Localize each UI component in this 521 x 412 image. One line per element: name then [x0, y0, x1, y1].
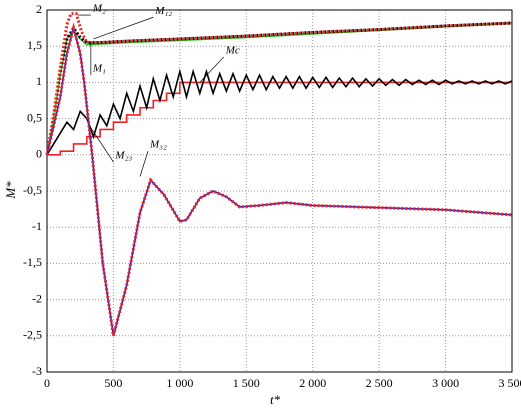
x-axis-title: t*	[270, 392, 281, 407]
x-tick-label: 1 000	[166, 376, 193, 390]
leader-line	[199, 56, 224, 83]
y-tick-label: 2	[36, 2, 42, 16]
x-tick-label: 0	[44, 376, 50, 390]
y-tick-label: -1,5	[23, 255, 42, 269]
y-tick-label: 1	[36, 74, 42, 88]
y-tick-label: 0	[36, 147, 42, 161]
series-line	[45, 21, 513, 156]
y-tick-label: -1	[32, 219, 42, 233]
series-label: M₁₂	[154, 5, 172, 17]
series-label: M₂	[92, 3, 106, 15]
x-tick-label: 1 500	[233, 376, 260, 390]
series-label: M₃₂	[149, 139, 167, 151]
series-label: M₂₃	[114, 150, 132, 162]
leader-line	[89, 125, 114, 163]
series-line	[46, 24, 513, 337]
series-label: Mc	[225, 45, 240, 57]
plot-frame	[46, 9, 513, 373]
y-tick-label: -2	[32, 291, 42, 305]
x-tick-label: 500	[104, 376, 122, 390]
series-line	[45, 12, 513, 156]
leader-line	[139, 151, 149, 177]
series-line	[45, 22, 513, 337]
y-tick-label: -3	[32, 364, 42, 378]
y-axis-title: M*	[3, 181, 18, 200]
y-tick-label: 1,5	[27, 38, 42, 52]
x-tick-label: 2 500	[366, 376, 393, 390]
y-tick-label: -2,5	[23, 328, 42, 342]
y-tick-label: -0,5	[23, 183, 42, 197]
x-tick-label: 2 000	[299, 376, 326, 390]
y-tick-label: 0,5	[27, 110, 42, 124]
x-tick-label: 3 500	[499, 376, 521, 390]
leader-line	[93, 16, 154, 40]
series-label: M₁	[92, 63, 106, 75]
series-line	[46, 68, 513, 156]
series-line	[47, 81, 512, 156]
x-tick-label: 3 000	[432, 376, 459, 390]
